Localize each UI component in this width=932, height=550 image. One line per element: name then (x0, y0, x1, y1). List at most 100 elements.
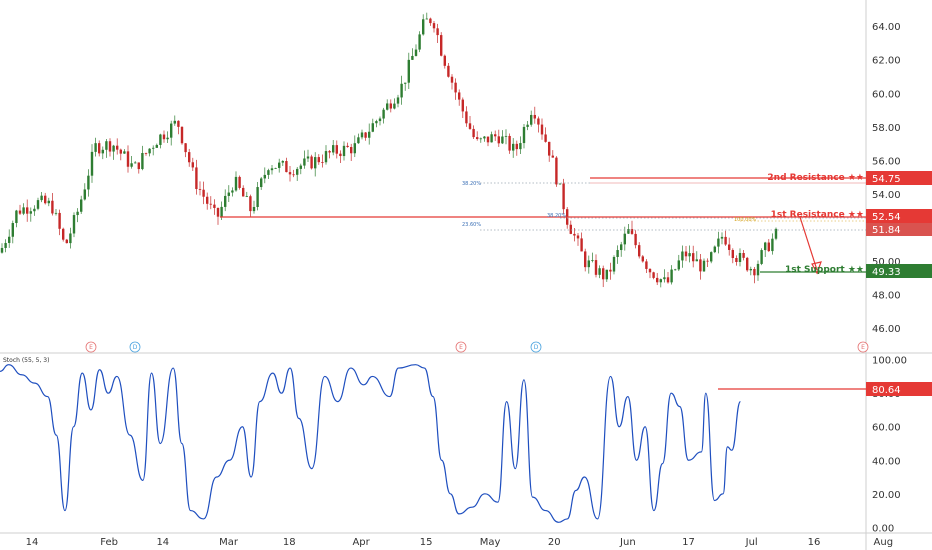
candle-body (36, 200, 40, 209)
candle-body (335, 145, 338, 154)
candle-body (317, 157, 320, 163)
candle-body (587, 260, 590, 268)
candle-body (188, 152, 191, 163)
event-marker-earnings-2[interactable]: E (455, 341, 467, 353)
candle-body (54, 212, 58, 214)
candle-body (472, 128, 475, 138)
price-tick-label: 46.00 (872, 324, 901, 335)
event-marker-earnings-3[interactable]: E (857, 341, 869, 353)
candle-body (386, 103, 389, 110)
candle-body (15, 210, 18, 224)
candle-body (44, 195, 47, 204)
candle-body (144, 153, 148, 154)
svg-text:E: E (459, 344, 463, 351)
candle-body (688, 253, 691, 257)
event-marker-dividend-1[interactable]: D (129, 341, 141, 353)
time-tick-label: 20 (548, 537, 561, 548)
candle-body (112, 145, 115, 152)
candle-body (62, 228, 65, 240)
candle-body (771, 238, 774, 252)
candle-body (166, 137, 169, 140)
event-marker-dividend-2[interactable]: D (530, 341, 542, 353)
candle-body (533, 114, 536, 119)
candle-body (278, 162, 281, 168)
candle-body (231, 190, 234, 193)
stochastic-level-value: 80.64 (872, 385, 901, 396)
svg-text:D: D (534, 344, 539, 351)
time-tick-label: 16 (808, 537, 821, 548)
candle-body (364, 132, 367, 138)
second-resistance-tag (866, 171, 932, 185)
candle-body (767, 242, 770, 252)
candle-body (296, 168, 299, 175)
candle-body (584, 251, 587, 268)
candle-body (245, 196, 248, 198)
candle-body (346, 145, 349, 148)
candle-body (735, 257, 738, 263)
first-support-label: 1st Support ★★ (785, 265, 864, 275)
candle-body (393, 103, 396, 109)
candle-body (0, 247, 4, 253)
candle-body (414, 49, 418, 56)
candle-body (65, 239, 68, 244)
event-marker-earnings-1[interactable]: E (85, 341, 97, 353)
candle-body (130, 163, 133, 167)
candle-body (645, 261, 648, 269)
candle-body (90, 151, 94, 176)
time-tick-label: 17 (682, 537, 695, 548)
candle-body (360, 132, 364, 138)
candle-body (425, 18, 428, 20)
time-tick-label: May (480, 537, 501, 548)
candle-body (710, 252, 713, 262)
time-tick-label: Aug (874, 537, 894, 548)
candle-body (774, 228, 778, 239)
candle-body (371, 123, 374, 132)
candle-body (292, 174, 295, 176)
candle-body (332, 145, 335, 153)
candle-body (522, 126, 526, 144)
candle-body (602, 268, 605, 280)
time-tick-label: Mar (219, 537, 239, 548)
candle-body (436, 28, 439, 36)
candle-body (105, 141, 108, 150)
candle-body (339, 153, 342, 157)
candle-body (40, 195, 43, 201)
candle-body (108, 141, 112, 152)
projection-arrow-shaft (799, 216, 818, 271)
candle-body (512, 143, 515, 151)
candle-body (429, 18, 432, 24)
candle-body (519, 143, 522, 150)
candle-body (422, 19, 425, 35)
stochastic-tick-label: 100.00 (872, 356, 907, 367)
candle-body (580, 238, 583, 252)
candle-body (713, 246, 716, 253)
candle-body (404, 82, 407, 84)
candle-body (731, 249, 734, 258)
candle-body (202, 189, 205, 197)
candle-body (760, 250, 763, 264)
candle-body (468, 123, 472, 129)
candle-body (227, 192, 230, 196)
candle-body (368, 131, 371, 138)
candle-body (198, 189, 202, 190)
candle-body (213, 204, 216, 208)
candle-body (616, 250, 619, 257)
candle-body (666, 277, 670, 283)
candle-body (288, 172, 292, 175)
candle-body (170, 123, 173, 138)
candle-body (440, 35, 443, 56)
candle-body (69, 233, 72, 244)
candle-body (220, 206, 223, 217)
price-tick-label: 50.00 (872, 257, 901, 268)
stochastic-tick-label: 20.00 (872, 490, 901, 501)
current-price-value: 51.84 (872, 225, 901, 236)
candle-body (137, 162, 140, 170)
candle-body (72, 215, 76, 234)
candle-body (378, 118, 382, 122)
price-tick-label: 48.00 (872, 291, 901, 302)
candle-body (738, 252, 742, 263)
candle-body (656, 277, 659, 283)
candle-body (314, 157, 317, 169)
candle-body (454, 82, 457, 93)
